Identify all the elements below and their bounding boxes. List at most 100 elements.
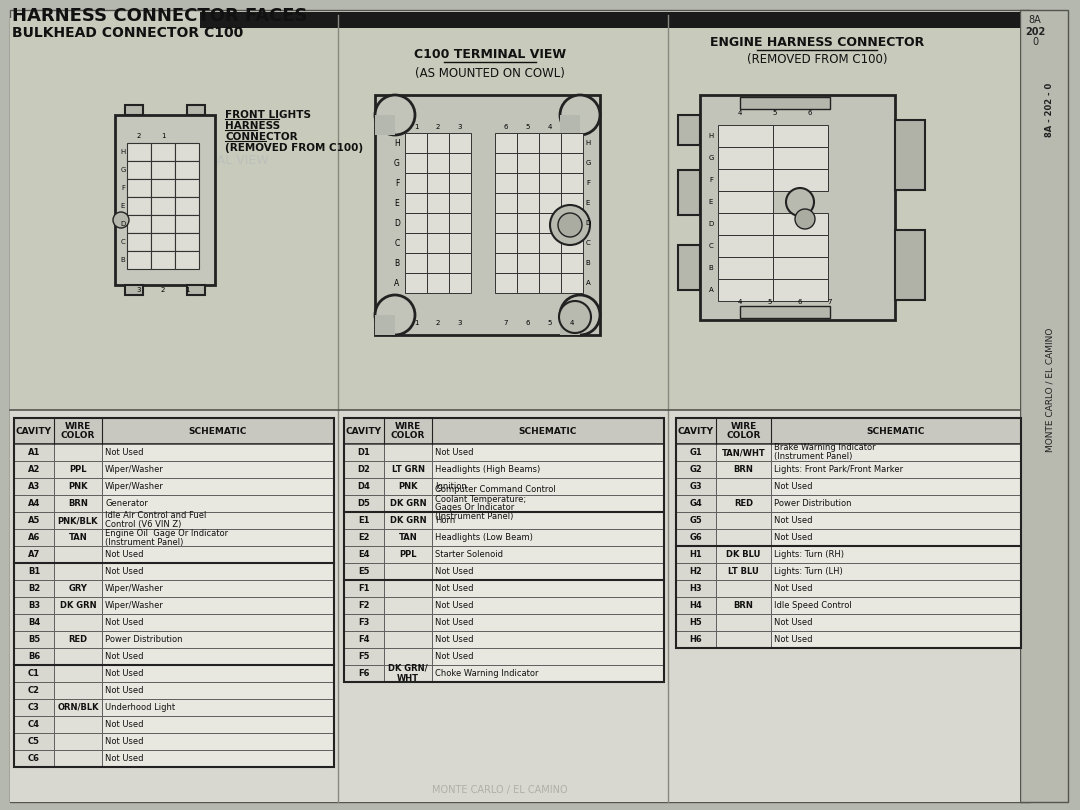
Bar bbox=[54, 580, 102, 597]
Bar bbox=[449, 233, 471, 253]
Text: 2: 2 bbox=[161, 287, 165, 293]
Text: D2: D2 bbox=[357, 465, 370, 474]
Bar bbox=[375, 115, 395, 135]
Bar bbox=[773, 235, 828, 257]
Bar bbox=[740, 306, 831, 318]
Bar bbox=[676, 631, 716, 648]
Bar bbox=[54, 631, 102, 648]
Bar bbox=[151, 179, 175, 197]
Bar bbox=[432, 563, 664, 580]
Text: 1: 1 bbox=[185, 287, 189, 293]
Bar bbox=[539, 133, 561, 153]
Bar bbox=[405, 133, 427, 153]
Text: ORN/BLK: ORN/BLK bbox=[57, 703, 98, 712]
Bar bbox=[539, 193, 561, 213]
Bar bbox=[539, 213, 561, 233]
Bar bbox=[54, 682, 102, 699]
Bar bbox=[517, 253, 539, 273]
Text: A7: A7 bbox=[28, 550, 40, 559]
Bar bbox=[716, 495, 771, 512]
Bar bbox=[432, 529, 664, 546]
Text: DK GRN: DK GRN bbox=[390, 516, 427, 525]
Circle shape bbox=[795, 209, 815, 229]
Bar bbox=[427, 233, 449, 253]
Text: ENGINE HARNESS CONNECTOR: ENGINE HARNESS CONNECTOR bbox=[710, 36, 924, 49]
Text: H4: H4 bbox=[690, 601, 702, 610]
Bar bbox=[14, 512, 54, 529]
Bar bbox=[345, 478, 664, 495]
Text: B2: B2 bbox=[28, 584, 40, 593]
Bar bbox=[432, 631, 664, 648]
Text: F4: F4 bbox=[359, 635, 369, 644]
Text: WIRE
COLOR: WIRE COLOR bbox=[727, 422, 760, 441]
Bar bbox=[54, 546, 102, 563]
Bar bbox=[14, 648, 334, 665]
Bar bbox=[345, 529, 664, 546]
Bar bbox=[678, 115, 700, 145]
Text: B: B bbox=[394, 258, 400, 267]
Text: WIRE
COLOR: WIRE COLOR bbox=[60, 422, 95, 441]
Bar bbox=[102, 512, 334, 529]
Bar bbox=[127, 215, 151, 233]
Bar bbox=[676, 495, 1021, 512]
Bar bbox=[102, 478, 334, 495]
Bar bbox=[771, 512, 1021, 529]
Text: Not Used: Not Used bbox=[105, 567, 144, 576]
Text: F1: F1 bbox=[359, 584, 369, 593]
Bar bbox=[716, 631, 771, 648]
Bar bbox=[432, 461, 664, 478]
Bar bbox=[102, 733, 334, 750]
Text: D: D bbox=[585, 220, 591, 226]
Bar bbox=[14, 478, 54, 495]
Bar bbox=[345, 478, 384, 495]
Bar bbox=[716, 546, 771, 563]
Text: Engine Oil  Gage Or Indicator
(Instrument Panel): Engine Oil Gage Or Indicator (Instrument… bbox=[105, 528, 228, 547]
Text: CONNECTOR: CONNECTOR bbox=[225, 132, 298, 142]
Text: G: G bbox=[585, 160, 591, 166]
Bar bbox=[345, 648, 664, 665]
Bar bbox=[102, 461, 334, 478]
Text: F2: F2 bbox=[359, 601, 369, 610]
Bar bbox=[127, 161, 151, 179]
Bar bbox=[676, 495, 716, 512]
Bar bbox=[102, 699, 334, 716]
Bar bbox=[432, 580, 664, 597]
Text: H: H bbox=[120, 149, 125, 155]
Circle shape bbox=[786, 188, 814, 216]
Bar bbox=[427, 153, 449, 173]
Text: Not Used: Not Used bbox=[105, 754, 144, 763]
Text: C6: C6 bbox=[28, 754, 40, 763]
Text: Not Used: Not Used bbox=[435, 567, 473, 576]
Text: E: E bbox=[708, 199, 713, 205]
Text: Ignition: Ignition bbox=[435, 482, 467, 491]
Circle shape bbox=[550, 205, 590, 245]
Bar bbox=[345, 461, 664, 478]
Bar bbox=[427, 173, 449, 193]
Bar bbox=[14, 495, 334, 512]
Bar bbox=[151, 251, 175, 269]
Bar bbox=[54, 665, 102, 682]
Bar bbox=[716, 529, 771, 546]
Bar bbox=[539, 233, 561, 253]
Text: ENGINE HARNESS: ENGINE HARNESS bbox=[765, 184, 876, 197]
Bar bbox=[561, 153, 583, 173]
Bar bbox=[384, 529, 432, 546]
Bar bbox=[14, 614, 334, 631]
Bar bbox=[14, 750, 334, 767]
Text: B: B bbox=[121, 257, 125, 263]
Bar bbox=[102, 614, 334, 631]
Bar bbox=[345, 614, 384, 631]
Text: Not Used: Not Used bbox=[435, 448, 473, 457]
Bar bbox=[14, 665, 54, 682]
Bar bbox=[375, 95, 600, 335]
Text: H: H bbox=[708, 133, 714, 139]
Text: Not Used: Not Used bbox=[435, 584, 473, 593]
Text: HARNESS CONNECTOR FACES: HARNESS CONNECTOR FACES bbox=[12, 7, 308, 25]
Bar bbox=[54, 563, 102, 580]
Text: A2: A2 bbox=[28, 465, 40, 474]
Text: Wiper/Washer: Wiper/Washer bbox=[105, 482, 164, 491]
Bar bbox=[561, 115, 580, 135]
Text: Computer Command Control
Coolant Temperature;
Gages Or Indicator
(Instrument Pan: Computer Command Control Coolant Tempera… bbox=[435, 485, 556, 522]
Bar bbox=[539, 253, 561, 273]
Bar bbox=[14, 444, 334, 461]
